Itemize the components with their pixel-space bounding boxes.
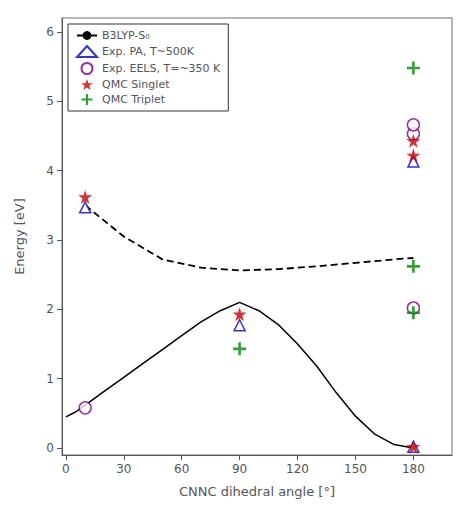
svg-text:60: 60 [174,462,189,476]
svg-text:30: 30 [116,462,131,476]
svg-text:4: 4 [46,164,54,178]
svg-text:3: 3 [46,233,54,247]
svg-text:QMC Singlet: QMC Singlet [102,78,170,91]
svg-text:90: 90 [232,462,247,476]
svg-text:1: 1 [46,372,54,386]
svg-text:Exp. PA, T~500K: Exp. PA, T~500K [102,45,195,58]
svg-text:Energy [eV]: Energy [eV] [12,198,27,275]
svg-text:150: 150 [344,462,367,476]
svg-text:0: 0 [62,462,70,476]
svg-text:6: 6 [46,25,54,39]
svg-text:QMC Triplet: QMC Triplet [102,93,166,106]
svg-text:CNNC dihedral angle [°]: CNNC dihedral angle [°] [179,484,335,499]
svg-text:0: 0 [46,441,54,455]
svg-text:2: 2 [46,302,54,316]
svg-text:Exp. EELS, T=~350 K: Exp. EELS, T=~350 K [102,62,221,75]
svg-text:120: 120 [286,462,309,476]
svg-text:B3LYP-S₀: B3LYP-S₀ [102,29,150,42]
svg-text:180: 180 [402,462,425,476]
svg-text:5: 5 [46,94,54,108]
